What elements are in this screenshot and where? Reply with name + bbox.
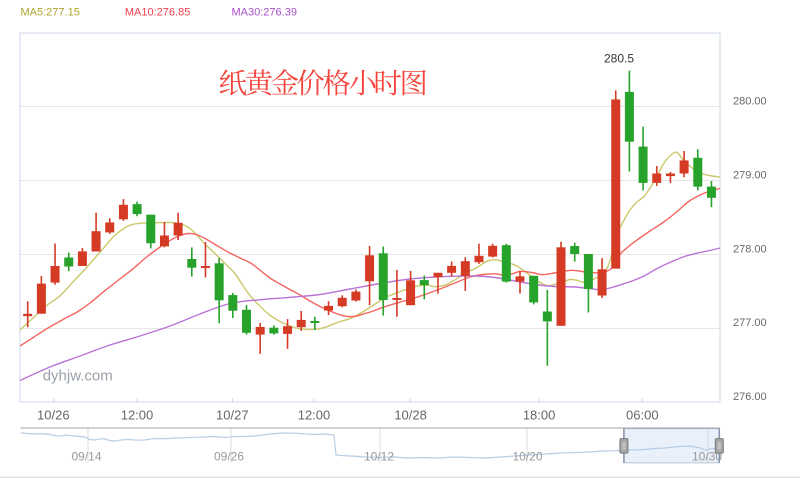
- svg-text:280.00: 280.00: [733, 96, 767, 108]
- svg-text:280.5: 280.5: [604, 51, 634, 65]
- svg-text:10/30: 10/30: [692, 450, 722, 464]
- svg-text:10/12: 10/12: [364, 450, 394, 464]
- svg-text:276.00: 276.00: [733, 391, 767, 403]
- svg-text:277.00: 277.00: [733, 317, 767, 329]
- svg-text:18:00: 18:00: [523, 408, 556, 423]
- svg-text:MA5:277.15: MA5:277.15: [21, 6, 80, 18]
- svg-text:MA30:276.39: MA30:276.39: [232, 6, 297, 18]
- svg-text:06:00: 06:00: [626, 408, 659, 423]
- svg-text:12:00: 12:00: [298, 408, 331, 423]
- svg-text:10/26: 10/26: [37, 408, 70, 423]
- svg-text:278.00: 278.00: [733, 243, 767, 255]
- svg-text:12:00: 12:00: [121, 408, 154, 423]
- svg-text:10/20: 10/20: [512, 450, 542, 464]
- svg-text:09/14: 09/14: [71, 450, 101, 464]
- svg-text:10/27: 10/27: [216, 408, 249, 423]
- svg-text:MA10:276.85: MA10:276.85: [125, 6, 190, 18]
- svg-text:dyhjw.com: dyhjw.com: [43, 367, 113, 384]
- svg-text:09/26: 09/26: [214, 450, 244, 464]
- svg-text:10/28: 10/28: [394, 408, 427, 423]
- svg-text:279.00: 279.00: [733, 169, 767, 181]
